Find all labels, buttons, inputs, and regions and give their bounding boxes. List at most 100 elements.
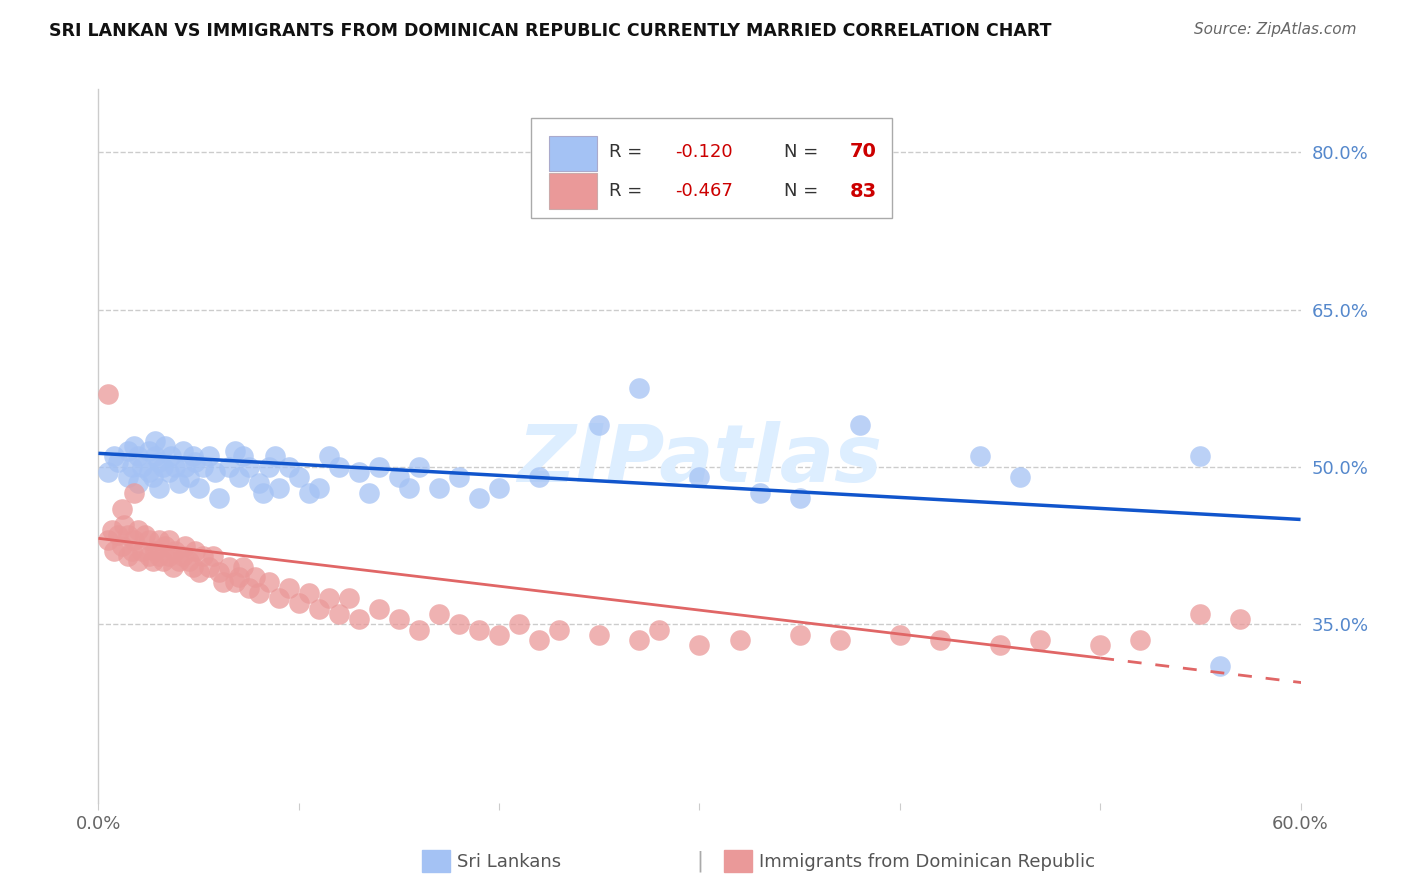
Point — [138, 465, 160, 479]
FancyBboxPatch shape — [531, 118, 891, 218]
Text: -0.120: -0.120 — [675, 143, 733, 161]
Point — [208, 491, 231, 506]
Point — [124, 439, 146, 453]
Point — [929, 633, 952, 648]
Point — [181, 450, 204, 464]
Point — [153, 439, 176, 453]
Point — [548, 623, 571, 637]
Point — [328, 607, 350, 621]
Bar — [550, 173, 598, 209]
Point — [117, 528, 139, 542]
Point — [328, 460, 350, 475]
Text: Immigrants from Dominican Republic: Immigrants from Dominican Republic — [759, 853, 1095, 871]
Point — [138, 533, 160, 548]
Point — [447, 617, 470, 632]
Point — [143, 544, 166, 558]
Point — [224, 575, 246, 590]
Point — [849, 417, 872, 432]
Point — [288, 596, 311, 610]
Point — [588, 628, 610, 642]
Text: -0.467: -0.467 — [675, 182, 734, 200]
Text: Source: ZipAtlas.com: Source: ZipAtlas.com — [1194, 22, 1357, 37]
Point — [628, 633, 651, 648]
Point — [124, 533, 146, 548]
Point — [1029, 633, 1052, 648]
Point — [143, 434, 166, 448]
Text: R =: R = — [609, 182, 648, 200]
Point — [357, 486, 380, 500]
Point — [232, 559, 254, 574]
Point — [107, 528, 129, 542]
Point — [988, 639, 1011, 653]
Point — [153, 539, 176, 553]
Point — [789, 491, 811, 506]
Point — [408, 460, 430, 475]
Point — [131, 460, 153, 475]
Point — [427, 481, 450, 495]
Point — [398, 481, 420, 495]
Point — [183, 544, 205, 558]
Point — [488, 628, 510, 642]
Point — [508, 617, 530, 632]
Point — [128, 523, 150, 537]
Point — [131, 544, 153, 558]
Point — [162, 559, 184, 574]
Point — [748, 486, 770, 500]
Point — [267, 481, 290, 495]
Point — [247, 586, 270, 600]
Text: N =: N = — [783, 143, 824, 161]
Point — [288, 470, 311, 484]
Point — [628, 381, 651, 395]
Point — [183, 455, 205, 469]
Point — [728, 633, 751, 648]
Point — [211, 575, 233, 590]
Point — [238, 460, 260, 475]
Point — [689, 470, 711, 484]
Point — [173, 460, 195, 475]
Point — [218, 460, 240, 475]
Point — [128, 554, 150, 568]
Point — [111, 539, 134, 553]
Text: SRI LANKAN VS IMMIGRANTS FROM DOMINICAN REPUBLIC CURRENTLY MARRIED CORRELATION C: SRI LANKAN VS IMMIGRANTS FROM DOMINICAN … — [49, 22, 1052, 40]
Point — [157, 549, 180, 564]
Point — [138, 444, 160, 458]
Point — [141, 470, 163, 484]
Point — [263, 450, 285, 464]
Point — [167, 554, 190, 568]
Point — [172, 549, 194, 564]
Point — [201, 549, 224, 564]
Point — [117, 444, 139, 458]
Point — [197, 450, 219, 464]
Point — [298, 486, 321, 500]
Point — [148, 549, 170, 564]
Point — [163, 544, 186, 558]
Point — [468, 623, 491, 637]
Point — [103, 544, 125, 558]
Point — [159, 450, 181, 464]
Point — [191, 549, 214, 564]
Point — [889, 628, 911, 642]
Text: Sri Lankans: Sri Lankans — [457, 853, 561, 871]
Point — [177, 470, 200, 484]
Point — [148, 455, 170, 469]
Point — [117, 549, 139, 564]
Point — [232, 450, 254, 464]
Point — [97, 533, 120, 548]
Point — [138, 549, 160, 564]
Point — [157, 465, 180, 479]
Point — [447, 470, 470, 484]
Point — [267, 591, 290, 606]
Point — [187, 565, 209, 579]
Point — [163, 460, 186, 475]
Point — [1189, 450, 1212, 464]
Point — [408, 623, 430, 637]
Point — [789, 628, 811, 642]
Point — [488, 481, 510, 495]
Point — [128, 475, 150, 490]
Point — [167, 475, 190, 490]
Point — [187, 481, 209, 495]
Point — [134, 528, 156, 542]
Point — [1129, 633, 1152, 648]
Point — [148, 533, 170, 548]
Point — [228, 570, 250, 584]
